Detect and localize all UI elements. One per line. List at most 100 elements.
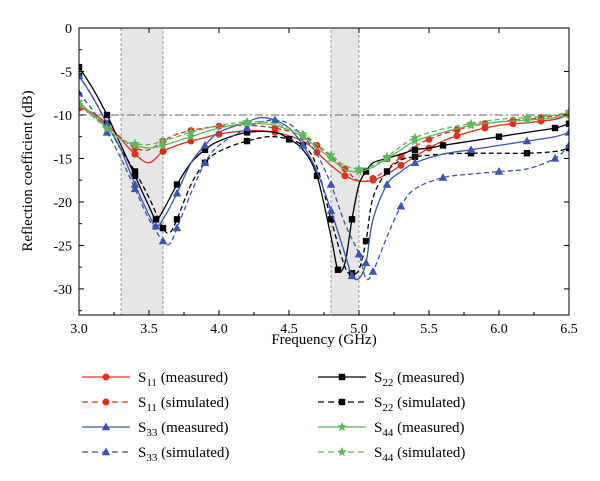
- data-point: [382, 180, 392, 188]
- x-axis: 3.0 3.5 4.0 4.5 5.0 5.5 6.0 6.5: [70, 28, 578, 337]
- data-point: [270, 115, 280, 124]
- x-tick-label: 5.5: [420, 322, 438, 337]
- x-tick-label: 4.0: [210, 322, 228, 337]
- legend: S11 (measured) S11 (simulated) S33 (measur…: [82, 370, 465, 464]
- data-point: [494, 167, 504, 175]
- data-point: [201, 146, 209, 153]
- data-point: [396, 201, 406, 210]
- data-point: [495, 133, 503, 140]
- legend-label: S22 (simulated): [374, 395, 465, 414]
- data-point: [564, 140, 569, 149]
- data-point: [131, 150, 139, 158]
- x-axis-title: Frequency (GHz): [271, 332, 376, 348]
- series-line: [79, 101, 569, 173]
- y-tick-label: -30: [53, 283, 72, 298]
- y-tick-label: -25: [53, 239, 72, 254]
- data-point: [522, 112, 532, 122]
- data-point: [79, 71, 84, 80]
- x-tick-label: 3.5: [140, 322, 158, 337]
- data-point: [362, 237, 370, 245]
- legend-item-33-measured: S33 (measured): [82, 420, 229, 439]
- data-point: [159, 147, 167, 155]
- data-point: [439, 142, 447, 149]
- data-point: [200, 158, 210, 167]
- data-point: [243, 137, 251, 145]
- series-line: [79, 104, 569, 170]
- data-point: [410, 158, 420, 167]
- legend-label: S44 (simulated): [374, 445, 465, 464]
- data-point: [158, 140, 168, 150]
- data-point: [411, 146, 419, 153]
- data-point: [347, 271, 357, 280]
- data-point: [186, 131, 196, 141]
- data-point: [334, 266, 342, 273]
- data-point: [326, 180, 336, 188]
- data-point: [551, 124, 559, 132]
- data-point: [368, 267, 378, 275]
- data-point: [79, 99, 84, 109]
- data-point: [130, 184, 140, 193]
- data-point: [186, 127, 196, 137]
- legend-item-11-measured: S11 (measured): [82, 370, 228, 389]
- data-point: [523, 150, 531, 157]
- data-point: [242, 116, 252, 126]
- data-point: [102, 123, 112, 133]
- data-point: [173, 181, 181, 188]
- legend-item-44-simulated: S44 (simulated): [318, 445, 465, 464]
- legend-item-44-measured: S44 (measured): [318, 420, 465, 439]
- y-axis-title: Reflection coefficient (dB): [20, 90, 36, 251]
- data-point: [348, 216, 356, 223]
- legend-swatch-marker: [101, 422, 111, 431]
- series-33-simulated: [79, 88, 569, 281]
- data-point: [215, 130, 223, 138]
- data-point: [354, 249, 364, 258]
- data-point: [564, 127, 569, 136]
- shaded-band-0: [120, 27, 164, 316]
- x-tick-label: 6.0: [490, 322, 508, 337]
- legend-label: S33 (simulated): [138, 445, 229, 464]
- data-point: [172, 188, 182, 197]
- data-point: [243, 129, 251, 136]
- legend-item-22-measured: S22 (measured): [318, 370, 465, 389]
- legend-label: S11 (simulated): [138, 395, 229, 414]
- data-point: [130, 180, 140, 188]
- data-point: [453, 132, 461, 140]
- series-layer: [79, 63, 569, 281]
- data-point: [565, 120, 569, 127]
- legend-label: S11 (measured): [138, 370, 228, 389]
- legend-swatch-marker: [337, 422, 347, 432]
- data-point: [200, 140, 210, 149]
- data-point: [298, 140, 308, 149]
- data-point: [159, 224, 167, 232]
- data-point: [102, 119, 112, 127]
- data-point: [411, 153, 419, 160]
- data-point: [313, 148, 321, 156]
- legend-swatch-marker: [102, 398, 110, 406]
- data-point: [550, 153, 560, 162]
- data-point: [326, 206, 336, 214]
- x-tick-label: 3.0: [70, 322, 88, 337]
- data-point: [79, 88, 84, 97]
- data-point: [397, 161, 405, 169]
- series-44-simulated: [79, 99, 569, 173]
- data-point: [242, 123, 252, 132]
- y-tick-label: -15: [53, 152, 72, 167]
- data-point: [522, 136, 532, 145]
- data-point: [410, 136, 420, 146]
- data-point: [103, 111, 111, 119]
- data-point: [361, 258, 371, 267]
- data-point: [158, 236, 168, 245]
- data-point: [298, 129, 308, 139]
- y-tick-label: -20: [53, 196, 72, 211]
- legend-item-33-simulated: S33 (simulated): [82, 445, 229, 464]
- x-tick-label: 6.5: [560, 322, 578, 337]
- data-point: [438, 173, 448, 181]
- data-point: [410, 132, 420, 142]
- data-point: [131, 168, 139, 175]
- data-point: [382, 151, 392, 161]
- x-tick-label: 4.5: [280, 322, 298, 337]
- shaded-bands: [120, 27, 360, 316]
- data-point: [467, 150, 475, 157]
- data-point: [383, 168, 391, 175]
